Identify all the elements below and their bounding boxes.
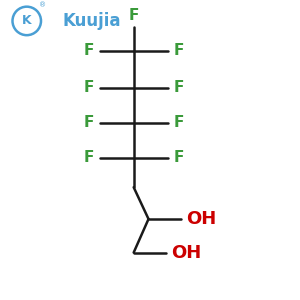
Text: F: F bbox=[84, 115, 94, 130]
Text: K: K bbox=[22, 14, 32, 27]
Text: F: F bbox=[173, 115, 184, 130]
Text: OH: OH bbox=[186, 210, 216, 228]
Text: Kuujia: Kuujia bbox=[62, 12, 121, 30]
Text: F: F bbox=[84, 150, 94, 165]
Text: F: F bbox=[173, 150, 184, 165]
Text: F: F bbox=[128, 8, 139, 23]
Text: ®: ® bbox=[39, 2, 46, 8]
Text: F: F bbox=[173, 80, 184, 95]
Text: OH: OH bbox=[171, 244, 201, 262]
Text: F: F bbox=[84, 43, 94, 58]
Text: F: F bbox=[84, 80, 94, 95]
Text: F: F bbox=[173, 43, 184, 58]
